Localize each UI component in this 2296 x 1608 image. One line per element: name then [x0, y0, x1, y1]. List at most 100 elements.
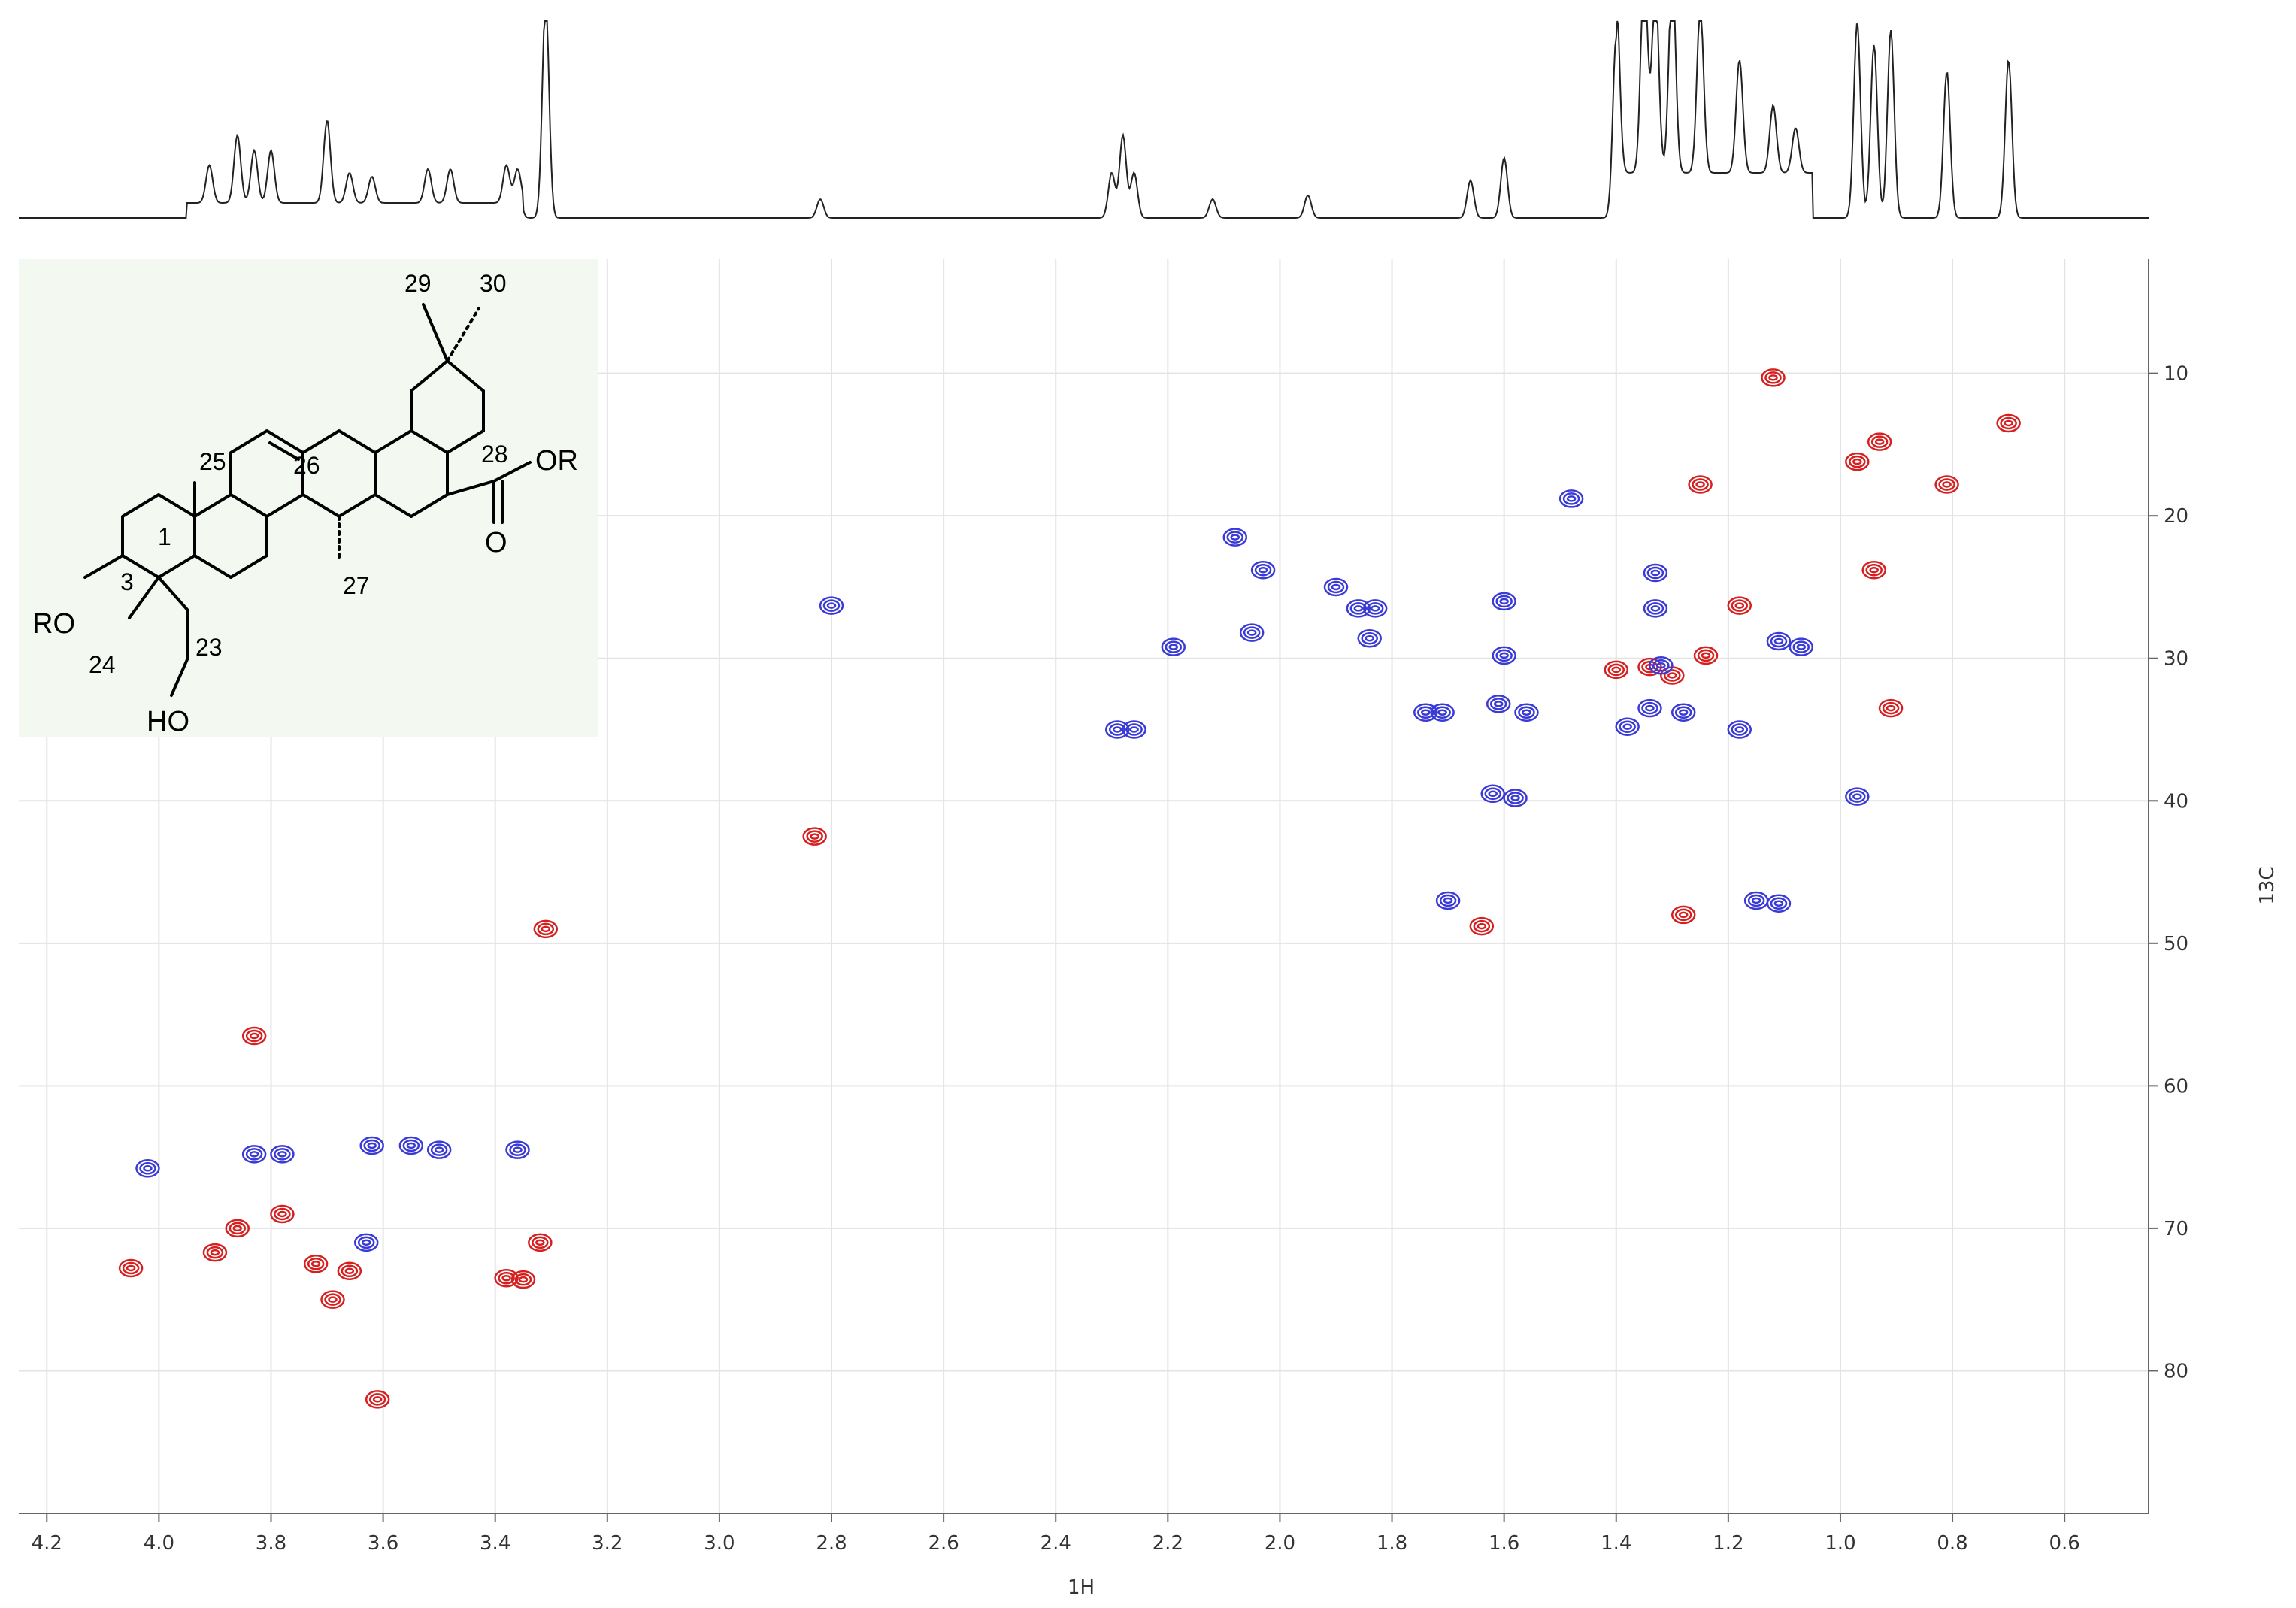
contour-peak [1558, 489, 1584, 508]
x-tick-label: 2.4 [1040, 1532, 1071, 1555]
contour-peak [365, 1390, 390, 1409]
contour-peak [494, 1269, 519, 1288]
x-tick-label: 3.8 [256, 1532, 286, 1555]
or-label-right: OR [535, 445, 578, 477]
contour-peak [1486, 695, 1511, 713]
contour-peak [1323, 577, 1349, 597]
contour-peak [1727, 596, 1752, 615]
c28-label: 28 [481, 441, 508, 468]
c25-label: 25 [199, 448, 226, 475]
y-tick-label: 10 [2164, 363, 2188, 386]
contour-peak [1430, 703, 1455, 722]
x-tick-label: 2.0 [1265, 1532, 1295, 1555]
x-tick-label: 1.8 [1377, 1532, 1407, 1555]
contour-peak [1688, 475, 1713, 494]
contour-peak [1503, 789, 1528, 807]
y-tick-label: 60 [2164, 1075, 2188, 1098]
contour-peak [1766, 894, 1792, 913]
x-axis-label: 1H [1068, 1576, 1095, 1599]
y-tick-label: 70 [2164, 1218, 2188, 1240]
contour-peak [1845, 452, 1870, 471]
x-tick-label: 4.2 [32, 1532, 62, 1555]
contour-peak [270, 1204, 295, 1224]
contour-peak [1934, 475, 1959, 494]
contour-peak [1743, 891, 1769, 910]
ro-label-left: RO [32, 608, 75, 640]
x-ticks: 4.2 4.0 3.8 3.6 3.4 3.2 3.0 2.8 2.6 2.4 2.2 2.0 1.8 1… [32, 1513, 2080, 1555]
x-tick-label: 2.2 [1153, 1532, 1183, 1555]
contour-peak [1104, 720, 1130, 739]
contour-peak [1996, 413, 2021, 433]
y-tick-label: 20 [2164, 505, 2188, 528]
x-tick-label: 4.0 [144, 1532, 174, 1555]
contour-peak [1878, 698, 1904, 718]
contour-peak [1867, 432, 1892, 451]
contour-peak [1514, 703, 1539, 722]
contour-peak [241, 1145, 267, 1164]
carbonyl-o-label: O [485, 527, 507, 559]
c3-label: 3 [120, 568, 134, 595]
contour-peak [320, 1290, 345, 1309]
c30-label: 30 [480, 270, 507, 297]
x-tick-label: 0.6 [2049, 1532, 2079, 1555]
contour-peak [505, 1140, 530, 1159]
contour-peaks [118, 368, 2021, 1409]
x-tick-label: 2.8 [816, 1532, 847, 1555]
contour-peak [1222, 528, 1248, 547]
y-tick-label: 50 [2164, 933, 2188, 955]
c24-label: 24 [89, 651, 116, 678]
contour-peak [1671, 703, 1696, 722]
c29-label: 29 [404, 270, 432, 297]
x-tick-label: 2.6 [928, 1532, 959, 1555]
contour-peak [802, 827, 827, 846]
contour-peak [1469, 916, 1495, 936]
contour-peak [1435, 891, 1461, 910]
contour-peak [353, 1233, 379, 1252]
contour-peak [270, 1145, 295, 1164]
projection-trace [19, 20, 2149, 220]
contour-peak [1649, 656, 1674, 675]
c26-label: 26 [293, 452, 320, 479]
contour-peak [1346, 599, 1371, 618]
x-tick-label: 3.6 [368, 1532, 398, 1555]
ho-label: HO [147, 706, 189, 737]
contour-peak [1671, 905, 1696, 925]
contour-peak [1637, 698, 1662, 718]
contour-peak [359, 1136, 384, 1155]
contour-peak [241, 1026, 267, 1046]
y-tick-label: 80 [2164, 1360, 2188, 1382]
x-tick-label: 1.4 [1601, 1532, 1631, 1555]
contour-peak [819, 596, 844, 615]
contour-peak [1362, 599, 1388, 618]
x-tick-label: 1.6 [1489, 1532, 1519, 1555]
contour-peak [1615, 717, 1640, 736]
contour-peak [1766, 631, 1792, 651]
contour-peak [1861, 560, 1886, 580]
y-tick-label: 30 [2164, 648, 2188, 671]
contour-peak [510, 1270, 536, 1289]
contour-peak [1845, 787, 1870, 806]
contour-peak [1357, 628, 1382, 648]
x-tick-label: 1.0 [1825, 1532, 1855, 1555]
contour-peak [426, 1140, 452, 1159]
y-tick-label: 40 [2164, 790, 2188, 813]
contour-peak [1643, 563, 1668, 583]
contour-peak [1789, 637, 1814, 656]
contour-peak [118, 1258, 144, 1278]
contour-peak [225, 1219, 250, 1238]
contour-peak [1643, 599, 1668, 618]
projection-spectrum [19, 20, 2149, 220]
contour-peak [1480, 784, 1505, 804]
contour-peak [1122, 720, 1146, 739]
x-tick-label: 1.2 [1713, 1532, 1743, 1555]
x-tick-label: 3.4 [480, 1532, 510, 1555]
contour-peak [1727, 720, 1752, 739]
contour-peak [202, 1243, 228, 1262]
contour-peak [1161, 637, 1186, 656]
x-tick-label: 3.0 [704, 1532, 735, 1555]
contour-peak [1239, 623, 1265, 642]
contour-peak [528, 1233, 553, 1252]
contour-peak [398, 1136, 424, 1155]
contour-peak [1492, 592, 1516, 611]
